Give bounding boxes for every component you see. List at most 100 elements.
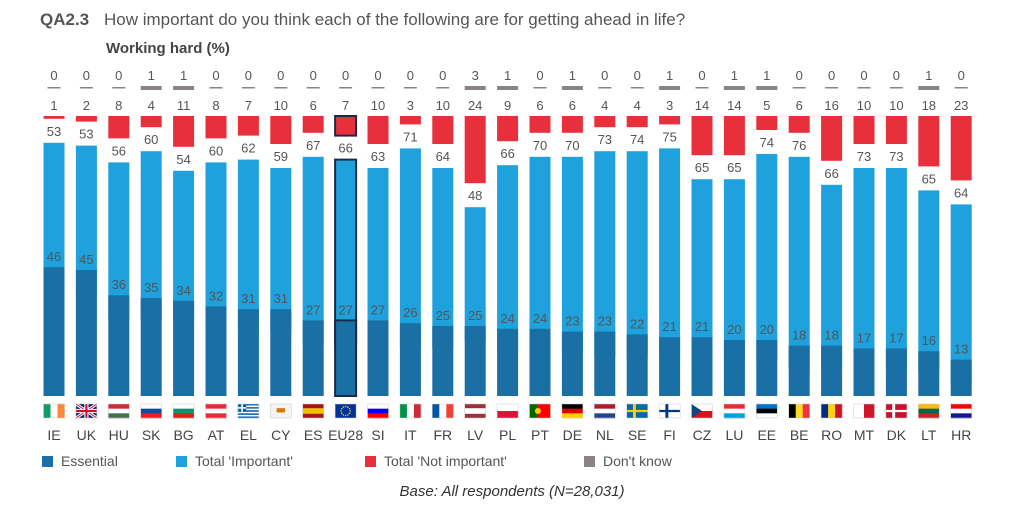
dont-know-bar-el <box>241 87 255 89</box>
essential-bar-de <box>561 331 583 396</box>
dont-know-value-pl: 1 <box>504 68 511 83</box>
not-important-bar-ee <box>756 116 778 130</box>
essential-bar-it <box>399 323 421 396</box>
dont-know-bar-it <box>403 87 417 89</box>
essential-value-ie: 46 <box>47 249 61 264</box>
not-important-value-ee: 5 <box>763 98 770 113</box>
not-important-bar-hu <box>108 116 130 139</box>
important-value-cz: 65 <box>695 160 709 175</box>
important-value-uk: 53 <box>79 127 93 142</box>
category-label-cy: CY <box>271 427 291 443</box>
important-value-at: 60 <box>209 143 223 158</box>
flag-sk-icon <box>140 403 162 419</box>
dont-know-value-it: 0 <box>407 68 414 83</box>
essential-value-lu: 20 <box>727 322 741 337</box>
not-important-bar-bg <box>173 116 195 147</box>
not-important-bar-ie <box>43 116 65 119</box>
dont-know-value-ee: 1 <box>763 68 770 83</box>
not-important-bar-cy <box>270 116 292 144</box>
dont-know-value-sk: 1 <box>148 68 155 83</box>
essential-value-cz: 21 <box>695 319 709 334</box>
legend-item-not-important: Total 'Not important' <box>365 453 507 469</box>
category-label-se: SE <box>628 427 647 443</box>
not-important-value-be: 6 <box>796 98 803 113</box>
essential-value-fr: 25 <box>436 308 450 323</box>
essential-value-ee: 20 <box>760 322 774 337</box>
essential-bar-ee <box>756 340 778 396</box>
not-important-value-bg: 11 <box>177 98 191 113</box>
not-important-bar-pt <box>529 116 551 133</box>
essential-bar-mt <box>853 348 875 396</box>
not-important-value-ie: 1 <box>50 98 57 113</box>
not-important-value-si: 10 <box>371 98 385 113</box>
important-value-es: 67 <box>306 138 320 153</box>
dont-know-bar-dk <box>889 87 903 89</box>
dont-know-value-lt: 1 <box>925 68 932 83</box>
legend-swatch-not-important <box>365 455 376 467</box>
essential-value-mt: 17 <box>857 330 871 345</box>
essential-bar-lu <box>723 340 745 396</box>
dont-know-bar-nl <box>598 87 612 89</box>
category-label-el: EL <box>240 427 257 443</box>
flag-el-icon <box>237 403 260 419</box>
not-important-bar-fr <box>432 116 454 144</box>
not-important-value-de: 6 <box>569 98 576 113</box>
essential-value-dk: 17 <box>889 330 903 345</box>
not-important-value-mt: 10 <box>857 98 871 113</box>
category-label-de: DE <box>563 427 582 443</box>
essential-value-bg: 34 <box>176 283 190 298</box>
legend-label-essential: Essential <box>61 453 118 469</box>
not-important-bar-lu <box>723 116 745 156</box>
not-important-bar-de <box>561 116 583 133</box>
chart-subtitle: Working hard (%) <box>106 40 230 57</box>
dont-know-value-fi: 1 <box>666 68 673 83</box>
essential-bar-cy <box>270 309 292 396</box>
category-label-bg: BG <box>173 427 193 443</box>
dont-know-value-pt: 0 <box>536 68 543 83</box>
important-bar-sk <box>140 151 162 320</box>
legend-item-dont-know: Don't know <box>584 453 672 469</box>
not-important-value-fr: 10 <box>436 98 450 113</box>
category-label-ie: IE <box>47 427 60 443</box>
category-label-fi: FI <box>663 427 675 443</box>
important-bar-it <box>399 148 421 348</box>
category-label-lt: LT <box>921 427 937 443</box>
not-important-value-cy: 10 <box>274 98 288 113</box>
important-value-lu: 65 <box>727 160 741 175</box>
not-important-bar-eu28 <box>334 115 358 137</box>
not-important-bar-pl <box>497 116 519 142</box>
category-label-eu28: EU28 <box>328 427 363 443</box>
important-bar-lt <box>918 190 940 373</box>
important-value-el: 62 <box>241 141 255 156</box>
dont-know-bar-uk <box>79 87 93 89</box>
important-value-se: 74 <box>630 132 644 147</box>
not-important-bar-it <box>399 116 421 125</box>
not-important-bar-uk <box>75 116 97 122</box>
essential-bar-be <box>788 345 810 396</box>
essential-bar-si <box>367 320 389 396</box>
important-value-mt: 73 <box>857 149 871 164</box>
dont-know-value-nl: 0 <box>601 68 608 83</box>
not-important-value-nl: 4 <box>601 98 608 113</box>
important-value-si: 63 <box>371 149 385 164</box>
not-important-bar-nl <box>594 116 616 128</box>
dont-know-bar-lu <box>723 86 745 90</box>
important-bar-lv <box>464 207 486 342</box>
essential-bar-hu <box>108 295 130 396</box>
important-bar-fi <box>659 148 681 359</box>
important-bar-uk <box>75 145 97 294</box>
flag-nl-icon <box>594 403 616 419</box>
category-label-es: ES <box>304 427 323 443</box>
category-label-ee: EE <box>757 427 776 443</box>
important-bar-ie <box>43 142 65 292</box>
not-important-bar-cz <box>691 116 713 156</box>
essential-bar-cz <box>691 337 713 396</box>
category-label-lu: LU <box>725 427 743 443</box>
essential-bar-at <box>205 306 227 396</box>
flag-uk-icon <box>75 402 98 420</box>
category-label-fr: FR <box>433 427 452 443</box>
essential-bar-dk <box>885 348 907 396</box>
dont-know-value-si: 0 <box>374 68 381 83</box>
important-bar-fr <box>432 168 454 348</box>
flag-cz-icon <box>691 403 713 419</box>
